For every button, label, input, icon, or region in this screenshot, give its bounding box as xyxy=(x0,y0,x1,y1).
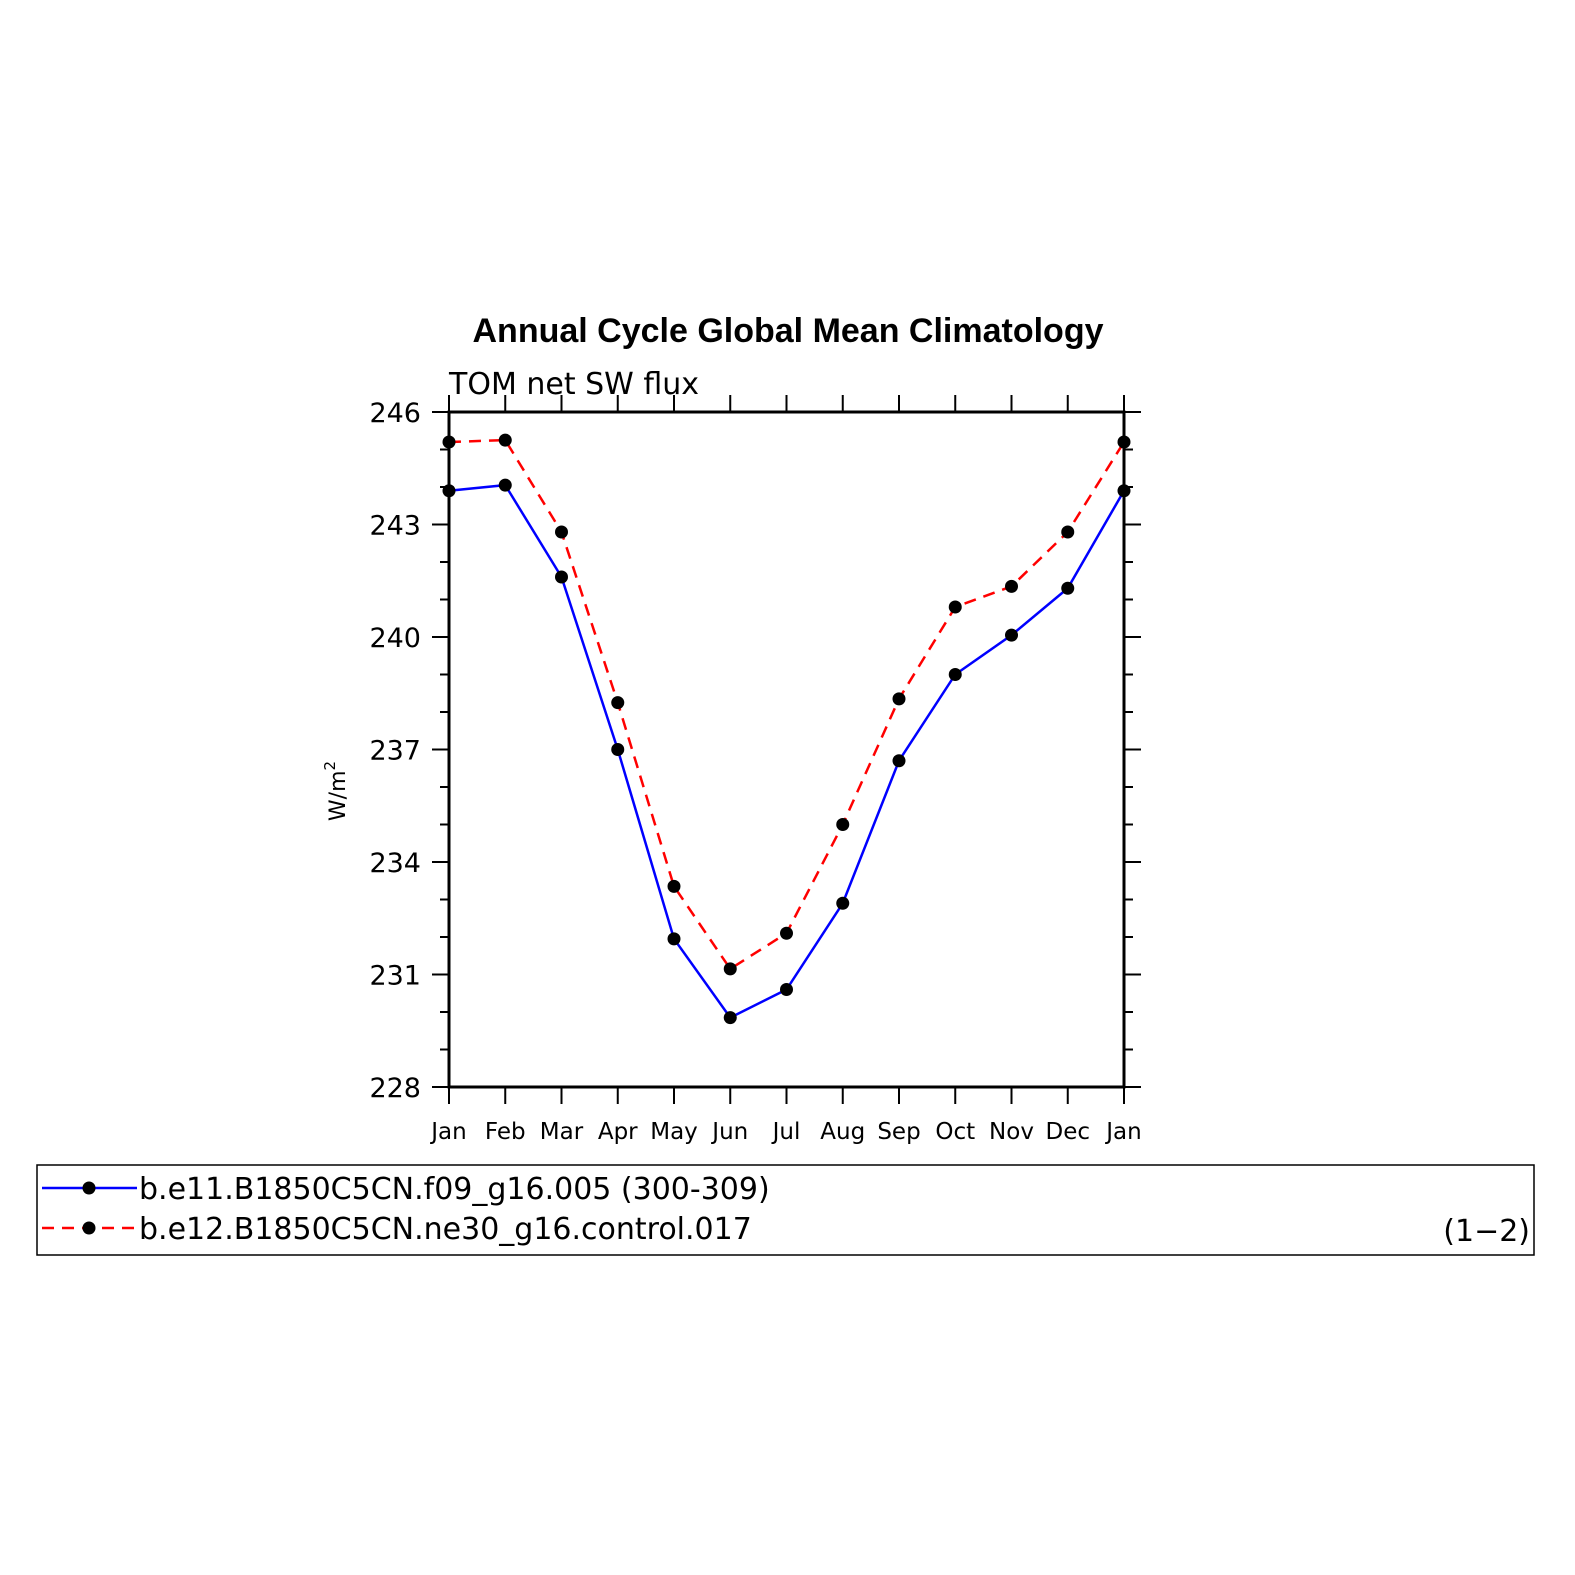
legend-box xyxy=(36,1164,1535,1256)
y-tick-label: 234 xyxy=(369,848,421,879)
x-tick-label: Dec xyxy=(1045,1119,1090,1145)
y-tick-label: 246 xyxy=(369,398,421,429)
series-1-point xyxy=(723,1011,737,1025)
x-tick-label: Jul xyxy=(771,1119,801,1145)
y-tick-label: 228 xyxy=(369,1073,421,1104)
legend-marker-2 xyxy=(82,1221,96,1235)
x-axis-ticks: Jan Feb Mar Apr May Jun Jul Aug Sep Oct Nov Dec Jan xyxy=(429,395,1142,1145)
series-group xyxy=(442,433,1131,1025)
x-tick-label: May xyxy=(650,1119,698,1145)
series-2-point xyxy=(948,600,962,614)
series-1-point xyxy=(611,743,625,756)
y-tick-label: 243 xyxy=(369,511,421,542)
series-1-point xyxy=(1061,581,1075,595)
y-axis-label-sup: 2 xyxy=(321,761,339,771)
y-axis-label: W/m2 xyxy=(321,761,351,821)
series-2-point xyxy=(611,696,625,710)
series-1-point xyxy=(667,932,681,946)
series-2-point xyxy=(1005,579,1018,593)
legend-label-1: b.e11.B1850C5CN.f09_g16.005 (300-309) xyxy=(139,1172,770,1207)
series-1-point xyxy=(892,754,906,768)
svg-text:W/m2: W/m2 xyxy=(321,761,351,821)
series-2-point xyxy=(1117,435,1131,449)
chart-subtitle: TOM net SW flux xyxy=(448,367,699,402)
x-tick-label: Jun xyxy=(710,1119,748,1145)
x-tick-label: Apr xyxy=(598,1119,638,1145)
x-tick-label: Sep xyxy=(877,1119,920,1145)
x-tick-label: Aug xyxy=(820,1119,865,1145)
series-2-point xyxy=(780,926,793,940)
legend-label-2: b.e12.B1850C5CN.ne30_g16.control.017 xyxy=(139,1212,752,1247)
x-tick-label: Jan xyxy=(1104,1119,1141,1145)
series-line-2 xyxy=(448,438,1126,971)
series-1-point xyxy=(836,896,850,910)
series-2-point xyxy=(836,818,850,831)
legend-marker-1 xyxy=(82,1181,96,1195)
series-2-point xyxy=(442,435,456,449)
legend-tag: (1−2) xyxy=(1443,1214,1530,1249)
series-2-point xyxy=(892,692,906,706)
series-2-point xyxy=(1061,525,1075,539)
series-1-point xyxy=(442,484,456,498)
x-tick-label: Mar xyxy=(540,1119,584,1145)
series-2-point xyxy=(667,879,681,893)
y-tick-label: 240 xyxy=(369,623,421,654)
y-tick-label: 237 xyxy=(369,736,421,767)
series-2-point xyxy=(555,525,568,539)
y-axis-label-text: W/m xyxy=(326,770,351,821)
y-tick-label: 231 xyxy=(369,961,421,992)
x-tick-label: Jan xyxy=(429,1119,466,1145)
series-1-point xyxy=(1005,628,1018,642)
x-tick-label: Nov xyxy=(989,1119,1034,1145)
series-1-point xyxy=(780,983,793,996)
y-axis-ticks: 228 231 234 237 240 243 246 xyxy=(369,398,1141,1104)
series-1-point xyxy=(498,478,512,492)
x-tick-label: Oct xyxy=(935,1119,975,1145)
chart-title: Annual Cycle Global Mean Climatology xyxy=(473,312,1104,350)
series-2-point xyxy=(723,962,737,976)
series-1-point xyxy=(555,570,568,584)
x-tick-label: Feb xyxy=(485,1119,526,1145)
series-2-point xyxy=(498,433,512,447)
legend: (1−2) b.e11.B1850C5CN.f09_g16.005 (300-3… xyxy=(36,1164,1535,1256)
series-1-point xyxy=(1117,484,1131,498)
series-1-point xyxy=(948,668,962,681)
